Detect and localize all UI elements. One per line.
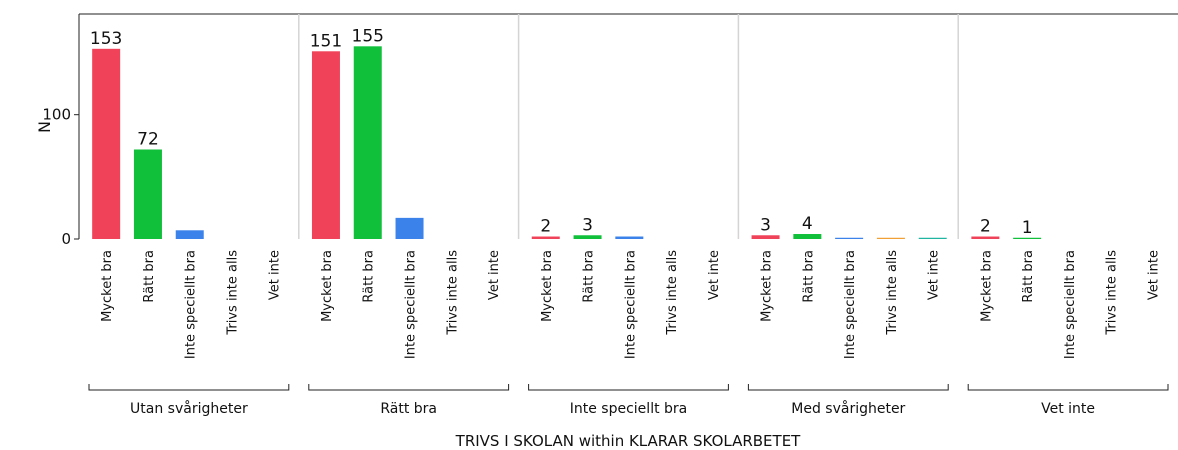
category-label: Mycket bra — [540, 250, 555, 322]
bar — [615, 236, 644, 239]
group-label: Med svårigheter — [791, 400, 905, 417]
value-label: 155 — [352, 26, 384, 46]
category-label: Mycket bra — [760, 250, 775, 322]
category-label: Inte speciellt bra — [404, 250, 419, 359]
bar — [311, 51, 340, 239]
category-label: Vet inte — [267, 250, 282, 300]
value-label: 4 — [802, 214, 813, 234]
bar — [918, 237, 947, 239]
value-label: 151 — [310, 31, 342, 51]
bar — [876, 237, 905, 239]
group-bracket — [308, 384, 510, 391]
category-label: Vet inte — [927, 250, 942, 300]
bar — [573, 235, 602, 239]
value-label: 1 — [1022, 218, 1033, 238]
category-label: Trivs inte alls — [885, 250, 900, 336]
category-label: Rätt bra — [142, 250, 157, 303]
category-label: Rätt bra — [801, 250, 816, 303]
category-label: Rätt bra — [362, 250, 377, 303]
category-label: Trivs inte alls — [1105, 250, 1120, 336]
value-label: 3 — [760, 215, 771, 235]
bar — [133, 149, 162, 239]
bar — [92, 48, 121, 240]
bar — [751, 235, 780, 239]
group-bracket — [967, 384, 1169, 391]
category-label: Inte speciellt bra — [184, 250, 199, 359]
group-label: Rätt bra — [380, 401, 437, 417]
value-label: 3 — [582, 215, 593, 235]
category-label: Inte speciellt bra — [843, 250, 858, 359]
category-label: Vet inte — [707, 250, 722, 300]
category-label: Inte speciellt bra — [623, 250, 638, 359]
group-bracket — [528, 384, 729, 391]
bar — [971, 236, 1000, 239]
value-label: 72 — [137, 129, 159, 149]
category-label: Trivs inte alls — [226, 250, 241, 336]
category-label: Rätt bra — [582, 250, 597, 303]
category-label: Vet inte — [487, 250, 502, 300]
category-label: Vet inte — [1147, 250, 1162, 300]
category-label: Trivs inte alls — [665, 250, 680, 336]
category-label: Rätt bra — [1021, 250, 1036, 303]
group-bracket — [88, 384, 290, 391]
bar — [793, 234, 822, 239]
bar — [175, 230, 204, 239]
x-axis-label: TRIVS I SKOLAN within KLARAR SKOLARBETET — [455, 432, 802, 450]
value-label: 153 — [90, 29, 122, 49]
bar — [1013, 237, 1042, 239]
category-label: Mycket bra — [100, 250, 115, 322]
group-label: Inte speciellt bra — [570, 401, 688, 417]
value-label: 2 — [980, 217, 991, 237]
bar — [835, 237, 864, 239]
group-bracket — [747, 384, 949, 391]
category-label: Mycket bra — [320, 250, 335, 322]
category-label: Trivs inte alls — [445, 250, 460, 336]
group-label: Vet inte — [1041, 401, 1095, 417]
bar — [531, 236, 560, 239]
value-label: 2 — [540, 217, 551, 237]
y-tick-label: 0 — [61, 230, 71, 248]
bar — [395, 217, 424, 239]
y-axis-label: N — [35, 121, 54, 133]
category-label: Mycket bra — [979, 250, 994, 322]
bar — [353, 46, 382, 240]
category-label: Inte speciellt bra — [1063, 250, 1078, 359]
y-tick-label: 100 — [42, 106, 71, 124]
group-label: Utan svårigheter — [130, 400, 248, 417]
